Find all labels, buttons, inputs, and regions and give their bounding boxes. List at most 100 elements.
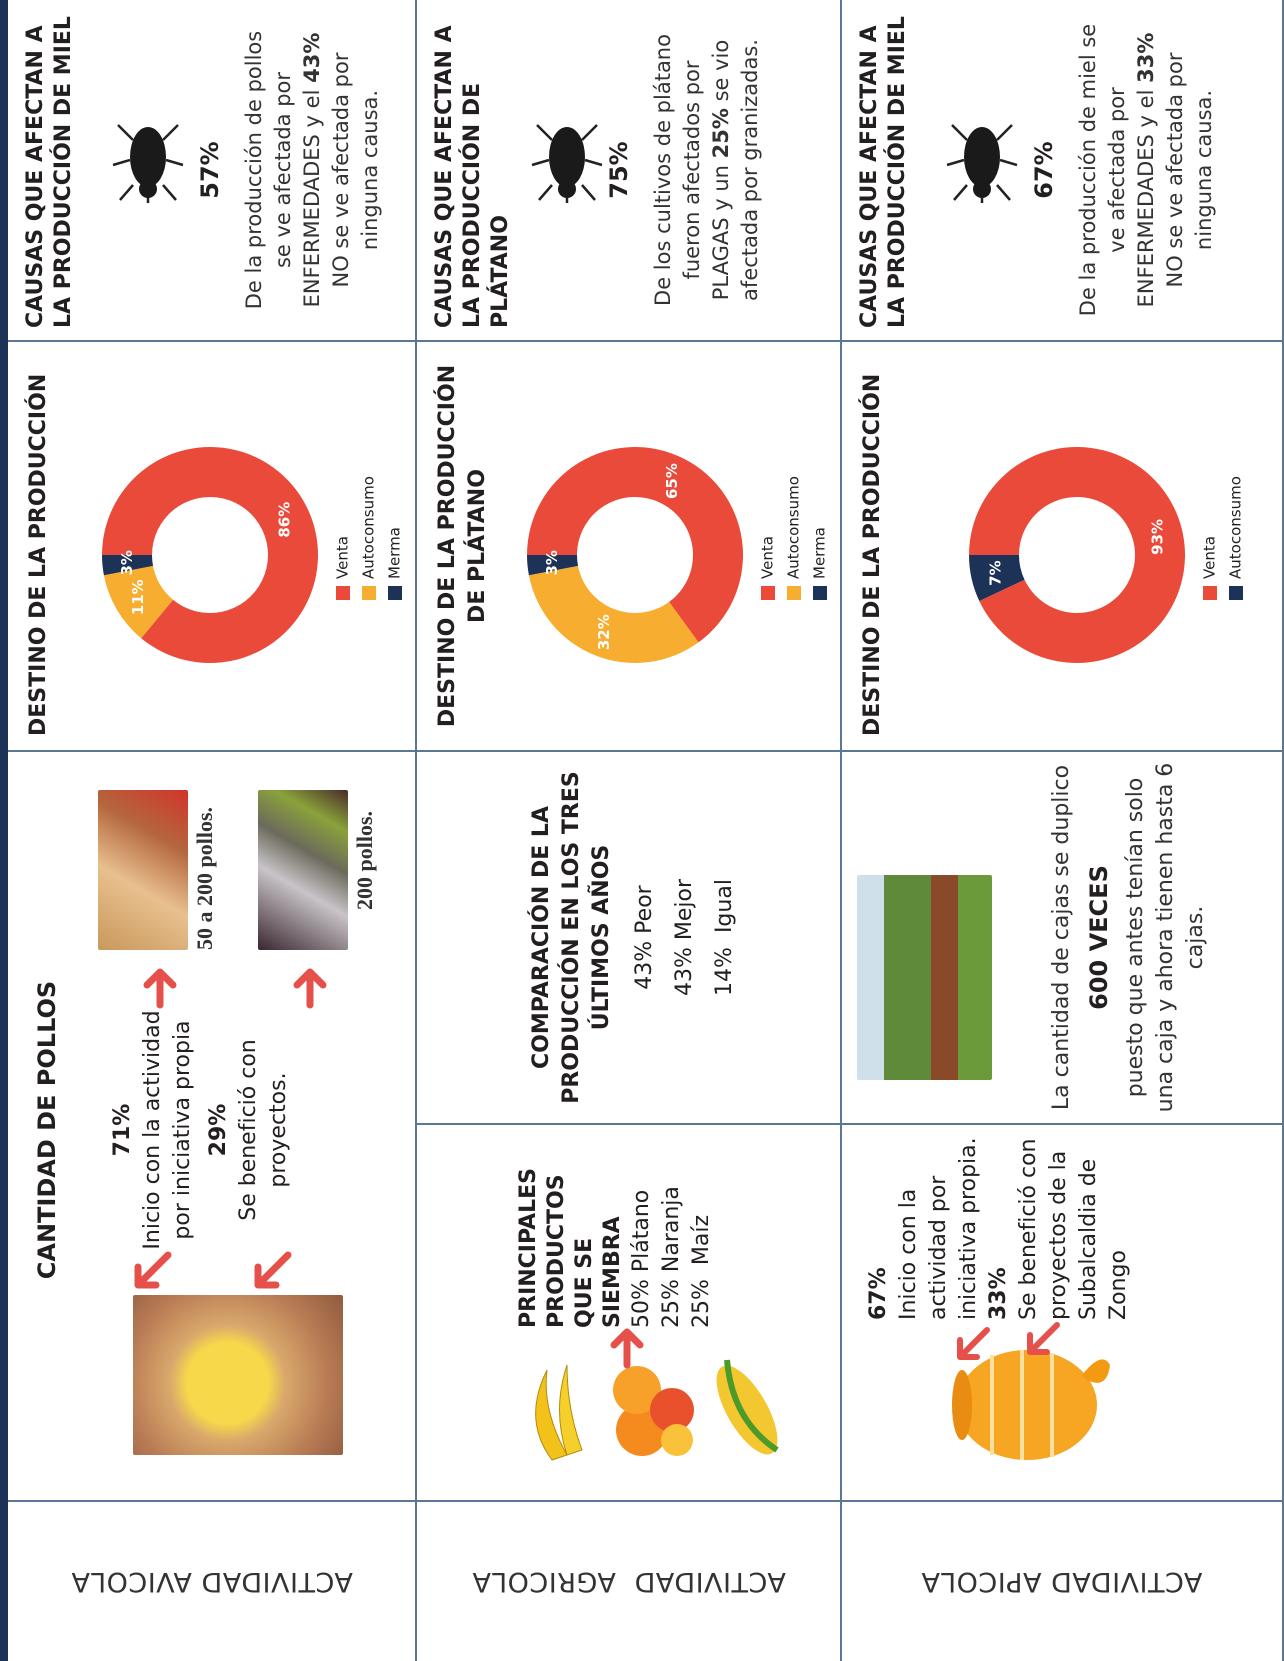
row-label: ACTIVIDAD APICOLA: [921, 1566, 1202, 1597]
chicks-photo: [258, 790, 348, 950]
causes-text: De la producción de miel se ve afectada …: [1074, 20, 1219, 320]
chart-title: DESTINO DE LA PRODUCCIÓN: [24, 356, 54, 736]
legend-label: Autoconsumo: [1227, 476, 1245, 579]
legend-swatch: [813, 586, 827, 600]
boxes-text: La cantidad de cajas se duplico: [1047, 760, 1077, 1115]
list-item: 43% Peor: [625, 760, 665, 1115]
boxes-highlight: 600 VECES: [1077, 760, 1121, 1115]
destination-cell: DESTINO DE LA PRODUCCIÓN 86% 11% 3% Venta Au…: [8, 340, 417, 750]
causes-cell: CAUSAS QUE AFECTAN A LA PRODUCCIÓN DE MI…: [842, 0, 1284, 340]
arrow: [1022, 1320, 1062, 1360]
legend-swatch: [336, 586, 350, 600]
beetle-icon: [942, 115, 1022, 205]
beetle-icon: [108, 115, 188, 205]
origin-block: 67% Inicio con la actividad por iniciati…: [864, 1130, 1134, 1320]
text-part: NO se ve afectada por ninguna causa.: [329, 53, 382, 288]
arrow: [128, 1250, 173, 1295]
text-part: NO se ve afectada por ninguna causa.: [1163, 53, 1216, 288]
beetle-icon: [527, 115, 607, 205]
arrow: [248, 1250, 293, 1295]
slice-label: 11%: [129, 579, 147, 615]
causes-title: CAUSAS QUE AFECTAN A LA PRODUCCIÓN DE PL…: [431, 10, 515, 328]
slice-label: 86%: [276, 502, 294, 538]
beekeeping-cell: 67% Inicio con la actividad por iniciati…: [842, 750, 1284, 1500]
divider: [842, 1123, 1282, 1125]
legend-label: Merma: [811, 527, 829, 579]
causes-percent: 57%: [196, 0, 224, 340]
beehives-photo: [857, 875, 992, 1080]
list-item: 25% Naranja: [657, 1128, 687, 1328]
legend-swatch: [362, 586, 376, 600]
causes-percent: 75%: [605, 0, 633, 340]
stat-block: 71% Inicio con la actividad por iniciati…: [108, 1010, 294, 1250]
products-block: PRINCIPALES PRODUCTOS QUE SE SIEMBRA 50%…: [515, 1128, 717, 1328]
list-item: 25% Maíz: [687, 1128, 717, 1328]
causes-cell: CAUSAS QUE AFECTAN A LA PRODUCCIÓN DE PL…: [417, 0, 842, 340]
row-label: ACTIVIDAD AGRICOLA: [472, 1566, 786, 1597]
causes-cell: CAUSAS QUE AFECTAN A LA PRODUCCIÓN DE MI…: [8, 0, 417, 340]
slice-label: 7%: [986, 560, 1004, 585]
stat-text: Inicio con la actividad por iniciativa p…: [894, 1130, 984, 1320]
legend-label: Autoconsumo: [785, 476, 803, 579]
slice-label: 3%: [118, 550, 136, 575]
legend-label: Venta: [759, 536, 777, 579]
slice-label: 32%: [595, 614, 613, 650]
donut-chart: 93% 7% Venta Autoconsumo: [952, 344, 1282, 750]
causes-percent: 67%: [1030, 0, 1058, 340]
arrow: [288, 965, 333, 1010]
arrow: [605, 1325, 650, 1370]
legend-swatch: [1203, 586, 1217, 600]
slice-label: 3%: [543, 550, 561, 575]
stat-percent: 71%: [108, 1010, 138, 1250]
causes-text: De los cultivos de plátano fueron afecta…: [649, 20, 765, 320]
legend-label: Autoconsumo: [360, 476, 378, 579]
arrow: [138, 965, 183, 1010]
destination-cell: DESTINO DE LA PRODUCCIÓN DE PLÁTANO 65% 3…: [417, 340, 842, 750]
legend-swatch: [787, 586, 801, 600]
causes-title: CAUSAS QUE AFECTAN A LA PRODUCCIÓN DE MI…: [856, 10, 912, 328]
stat-text: Se benefició con proyectos de la Subalca…: [1014, 1130, 1134, 1320]
boxes-block: La cantidad de cajas se duplico 600 VECE…: [1047, 760, 1211, 1115]
causes-text: De la producción de pollos se ve afectad…: [240, 20, 385, 320]
photo-caption: 200 pollos.: [352, 811, 378, 910]
stat-text: Se benefició con proyectos.: [234, 1010, 294, 1250]
chick-photo: [133, 1295, 343, 1455]
list-item: 43% Mejor: [665, 760, 705, 1115]
fruit-illustration: [512, 1340, 802, 1480]
stat-percent: 67%: [864, 1130, 894, 1320]
slice-label: 65%: [663, 463, 681, 499]
donut-chart: 65% 32% 3% Venta Autoconsumo Merma: [510, 344, 840, 750]
hens-photo: [98, 790, 188, 950]
comparison-block: COMPARACIÓN DE LA PRODUCCIÓN EN LOS TRES…: [527, 760, 745, 1115]
stat-percent: 33%: [984, 1130, 1014, 1320]
chart-title: DESTINO DE LA PRODUCCIÓN DE PLÁTANO: [433, 356, 493, 736]
legend-label: Venta: [334, 536, 352, 579]
text-highlight: 43%: [300, 33, 324, 83]
stat-percent: 29%: [204, 1010, 234, 1250]
donut-slice: [529, 566, 699, 663]
page: ACTIVIDAD AVICOLA CANTIDAD DE POLLOS 71%…: [0, 0, 1284, 1661]
row-label-cell: ACTIVIDAD APICOLA: [842, 1500, 1284, 1661]
divider: [417, 1123, 840, 1125]
row-label-cell: ACTIVIDAD AGRICOLA: [417, 1500, 842, 1661]
photo-caption: 50 a 200 pollos.: [192, 807, 218, 950]
arrow: [952, 1325, 992, 1365]
legend-swatch: [388, 586, 402, 600]
row-label-cell: ACTIVIDAD AVICOLA: [8, 1500, 417, 1661]
legend-label: Venta: [1201, 536, 1219, 579]
slice-label: 93%: [1149, 519, 1167, 555]
causes-title: CAUSAS QUE AFECTAN A LA PRODUCCIÓN DE MI…: [22, 10, 78, 328]
agriculture-cell: PRINCIPALES PRODUCTOS QUE SE SIEMBRA 50%…: [417, 750, 842, 1500]
text-highlight: 25%: [709, 108, 733, 158]
destination-cell: DESTINO DE LA PRODUCCIÓN 93% 7% Venta Autoc…: [842, 340, 1284, 750]
section-title: PRINCIPALES PRODUCTOS QUE SE SIEMBRA: [515, 1128, 627, 1328]
chart-title: DESTINO DE LA PRODUCCIÓN: [858, 356, 888, 736]
boxes-note: puesto que antes tenían solo una caja y …: [1121, 760, 1211, 1115]
list-item: 14% Igual: [705, 760, 745, 1115]
stat-text: Inicio con la actividad por iniciativa p…: [138, 1010, 198, 1250]
row-label: ACTIVIDAD AVICOLA: [71, 1566, 353, 1597]
list-item: 50% Plátano: [627, 1128, 657, 1328]
chicken-count-cell: CANTIDAD DE POLLOS 71% Inicio con la act…: [8, 750, 417, 1500]
legend-swatch: [761, 586, 775, 600]
